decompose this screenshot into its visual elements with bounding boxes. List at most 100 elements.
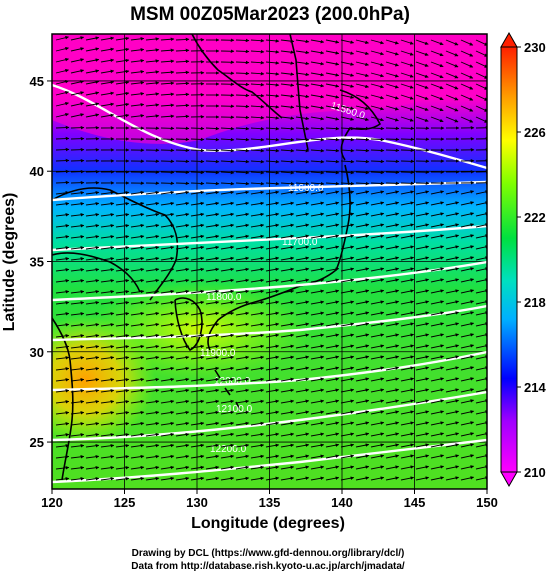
wind-arrow xyxy=(85,454,100,459)
wind-arrow xyxy=(145,311,160,316)
wind-arrow xyxy=(175,388,190,393)
wind-arrow xyxy=(295,388,310,393)
wind-arrow xyxy=(55,147,70,152)
wind-arrow xyxy=(115,80,130,85)
wind-arrow xyxy=(235,366,250,371)
wind-arrow xyxy=(460,94,474,101)
wind-arrow xyxy=(400,322,415,327)
wind-arrow xyxy=(70,36,85,41)
wind-arrow xyxy=(130,103,145,107)
wind-arrow xyxy=(370,245,385,250)
wind-arrow xyxy=(250,432,265,437)
wind-arrow xyxy=(145,278,160,283)
wind-arrow xyxy=(295,410,310,415)
wind-arrow xyxy=(235,93,250,98)
wind-arrow xyxy=(205,148,220,153)
wind-arrow xyxy=(205,311,220,316)
wind-arrow xyxy=(340,465,355,470)
wind-arrow xyxy=(355,465,370,470)
wind-arrow xyxy=(55,268,70,272)
wind-arrow xyxy=(265,105,280,109)
wind-arrow xyxy=(130,37,145,41)
wind-arrow xyxy=(340,289,355,294)
wind-arrow xyxy=(385,105,399,111)
wind-arrow xyxy=(70,323,85,327)
wind-arrow xyxy=(370,333,385,338)
credit-drawing: Drawing by DCL (https://www.gfd-dennou.o… xyxy=(132,548,405,559)
wind-arrow xyxy=(265,256,280,261)
wind-arrow xyxy=(100,102,115,107)
wind-arrow xyxy=(355,432,370,437)
wind-arrow xyxy=(370,61,384,67)
wind-arrow xyxy=(190,366,205,371)
wind-arrow xyxy=(190,170,205,175)
wind-arrow xyxy=(250,148,265,153)
wind-arrow xyxy=(175,454,190,459)
wind-arrow xyxy=(280,289,295,294)
wind-arrow xyxy=(295,399,310,404)
wind-arrow xyxy=(295,476,310,481)
wind-arrow xyxy=(175,234,190,239)
wind-arrow xyxy=(280,421,295,426)
wind-arrow xyxy=(85,278,100,283)
wind-arrow xyxy=(280,432,295,437)
wind-arrow xyxy=(250,333,265,338)
wind-arrow xyxy=(190,421,205,426)
wind-arrow xyxy=(295,443,310,448)
wind-arrow xyxy=(310,126,325,131)
wind-arrow xyxy=(100,366,115,371)
wind-arrow xyxy=(115,355,130,360)
wind-arrow xyxy=(355,72,369,78)
wind-arrow xyxy=(115,69,130,74)
wind-arrow xyxy=(235,60,250,65)
wind-arrow xyxy=(115,201,130,206)
wind-arrow xyxy=(190,267,205,272)
wind-arrow xyxy=(190,190,205,195)
wind-arrow xyxy=(340,190,355,195)
wind-arrow xyxy=(160,421,175,426)
wind-arrow xyxy=(355,300,370,305)
wind-arrow xyxy=(175,114,190,119)
wind-arrow xyxy=(355,50,369,56)
contour-label: 11900.0 xyxy=(200,348,236,359)
wind-arrow xyxy=(400,256,415,261)
wind-arrow xyxy=(280,94,295,98)
wind-arrow xyxy=(400,278,415,283)
wind-arrow xyxy=(160,201,175,206)
contour-line xyxy=(52,83,487,170)
wind-arrow xyxy=(385,159,400,164)
wind-arrow xyxy=(445,366,460,371)
wind-arrow xyxy=(355,212,370,217)
wind-arrow xyxy=(280,83,295,87)
wind-arrow xyxy=(220,126,235,131)
wind-arrow xyxy=(445,454,460,459)
wind-arrow xyxy=(220,234,235,239)
wind-arrow xyxy=(70,191,85,195)
wind-arrow xyxy=(310,267,325,272)
wind-arrow xyxy=(130,278,145,283)
wind-arrow xyxy=(280,454,295,459)
wind-arrow xyxy=(430,39,444,46)
wind-arrow xyxy=(145,421,160,426)
wind-arrow xyxy=(265,159,280,164)
wind-arrow xyxy=(325,366,340,371)
wind-arrow xyxy=(160,322,175,327)
wind-arrow xyxy=(265,267,280,272)
wind-arrow xyxy=(310,443,325,448)
wind-arrow xyxy=(70,301,85,305)
wind-arrow xyxy=(235,333,250,338)
wind-arrow xyxy=(145,201,160,206)
wind-arrow xyxy=(340,50,355,55)
wind-arrow xyxy=(250,126,265,131)
wind-arrow xyxy=(355,344,370,349)
wind-arrow xyxy=(115,256,130,261)
wind-arrow xyxy=(295,159,310,164)
wind-arrow xyxy=(310,148,325,153)
wind-arrow xyxy=(145,300,160,305)
wind-arrow xyxy=(115,102,130,107)
wind-arrow xyxy=(430,83,444,90)
wind-arrow xyxy=(445,443,460,448)
wind-arrow xyxy=(55,79,69,85)
wind-arrow xyxy=(55,312,70,316)
wind-arrow xyxy=(235,443,250,448)
